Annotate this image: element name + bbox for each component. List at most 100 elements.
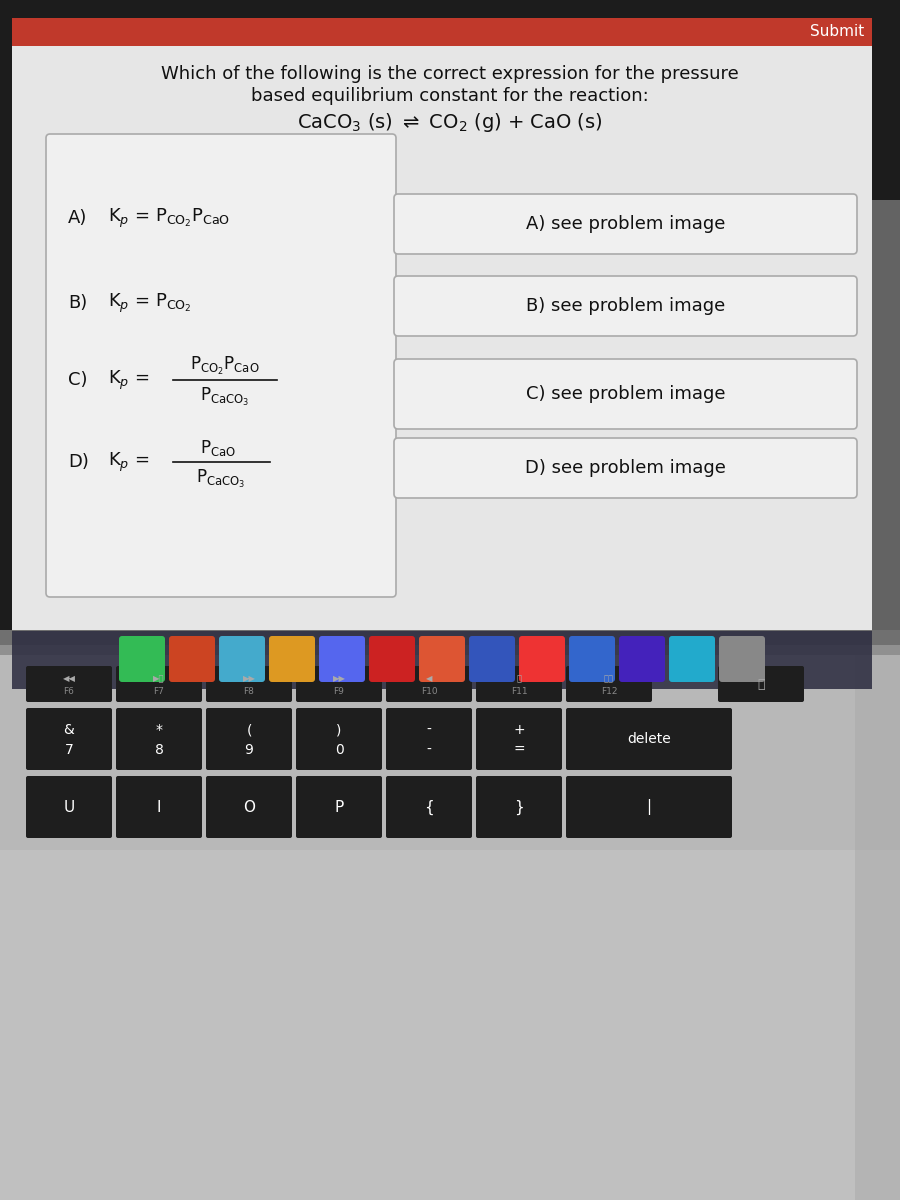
Text: 🔊: 🔊 [517, 674, 521, 684]
Text: 7: 7 [65, 743, 74, 757]
Text: K$_p$ =: K$_p$ = [108, 368, 149, 391]
Bar [12, 46, 872, 634]
FancyBboxPatch shape [116, 708, 202, 770]
Text: based equilibrium constant for the reaction:: based equilibrium constant for the react… [251, 86, 649, 104]
Text: }: } [514, 799, 524, 815]
Text: C): C) [68, 371, 87, 389]
Bar [0, 646, 900, 655]
FancyBboxPatch shape [419, 636, 465, 682]
FancyBboxPatch shape [394, 276, 857, 336]
FancyBboxPatch shape [116, 666, 202, 702]
Text: ▶▶: ▶▶ [332, 674, 346, 684]
FancyBboxPatch shape [669, 636, 715, 682]
FancyBboxPatch shape [369, 636, 415, 682]
Text: -: - [427, 722, 431, 737]
Bar [12, 18, 872, 46]
FancyBboxPatch shape [116, 776, 202, 838]
FancyBboxPatch shape [566, 776, 732, 838]
Text: (: ( [247, 722, 252, 737]
FancyBboxPatch shape [296, 776, 382, 838]
FancyBboxPatch shape [26, 708, 112, 770]
Text: &: & [64, 722, 75, 737]
Text: Which of the following is the correct expression for the pressure: Which of the following is the correct ex… [161, 65, 739, 83]
FancyBboxPatch shape [26, 666, 112, 702]
Text: delete: delete [627, 732, 670, 746]
FancyBboxPatch shape [206, 708, 292, 770]
Text: B) see problem image: B) see problem image [526, 296, 725, 314]
FancyBboxPatch shape [269, 636, 315, 682]
Text: F7: F7 [154, 688, 165, 696]
Text: F8: F8 [244, 688, 255, 696]
Bar [12, 631, 872, 689]
Text: P$_{\mathrm{CO_2}}$P$_{\mathrm{CaO}}$: P$_{\mathrm{CO_2}}$P$_{\mathrm{CaO}}$ [190, 355, 260, 377]
FancyBboxPatch shape [26, 776, 112, 838]
Text: F9: F9 [334, 688, 345, 696]
Bar [855, 200, 900, 1200]
Text: +: + [513, 722, 525, 737]
FancyBboxPatch shape [46, 134, 396, 596]
Text: D): D) [68, 452, 89, 470]
FancyBboxPatch shape [394, 438, 857, 498]
Text: P$_{\mathrm{CaCO_3}}$: P$_{\mathrm{CaCO_3}}$ [201, 386, 249, 408]
FancyBboxPatch shape [718, 666, 804, 702]
Text: ▶▶: ▶▶ [242, 674, 256, 684]
Text: K$_p$ = P$_{\mathrm{CO_2}}$: K$_p$ = P$_{\mathrm{CO_2}}$ [108, 292, 192, 314]
Text: ): ) [337, 722, 342, 737]
Text: F10: F10 [420, 688, 437, 696]
Text: B): B) [68, 294, 87, 312]
Text: ⏻: ⏻ [757, 678, 765, 690]
Text: F6: F6 [64, 688, 75, 696]
FancyBboxPatch shape [476, 776, 562, 838]
FancyBboxPatch shape [319, 636, 365, 682]
Text: P$_{\mathrm{CaCO_3}}$: P$_{\mathrm{CaCO_3}}$ [196, 468, 246, 490]
Text: ◀: ◀ [426, 674, 432, 684]
FancyBboxPatch shape [206, 776, 292, 838]
Text: *: * [156, 722, 163, 737]
FancyBboxPatch shape [296, 708, 382, 770]
Text: -: - [427, 743, 431, 757]
FancyBboxPatch shape [119, 636, 165, 682]
Text: 0: 0 [335, 743, 344, 757]
Text: F11: F11 [510, 688, 527, 696]
Text: D) see problem image: D) see problem image [525, 458, 726, 476]
FancyBboxPatch shape [619, 636, 665, 682]
Text: {: { [424, 799, 434, 815]
FancyBboxPatch shape [169, 636, 215, 682]
Text: ▶⏸: ▶⏸ [153, 674, 165, 684]
Text: P: P [335, 799, 344, 815]
Text: =: = [513, 743, 525, 757]
Text: Submit: Submit [810, 24, 864, 40]
Bar [0, 0, 900, 646]
FancyBboxPatch shape [394, 194, 857, 254]
Text: 9: 9 [245, 743, 254, 757]
FancyBboxPatch shape [296, 666, 382, 702]
Text: A): A) [68, 209, 87, 227]
Text: P$_{\mathrm{CaO}}$: P$_{\mathrm{CaO}}$ [200, 438, 236, 458]
FancyBboxPatch shape [219, 636, 265, 682]
FancyBboxPatch shape [386, 776, 472, 838]
FancyBboxPatch shape [386, 666, 472, 702]
FancyBboxPatch shape [476, 708, 562, 770]
FancyBboxPatch shape [519, 636, 565, 682]
Bar [12, 18, 872, 634]
Bar [0, 630, 900, 1200]
Text: F12: F12 [601, 688, 617, 696]
FancyBboxPatch shape [386, 708, 472, 770]
FancyBboxPatch shape [394, 359, 857, 428]
FancyBboxPatch shape [566, 708, 732, 770]
FancyBboxPatch shape [476, 666, 562, 702]
Text: 8: 8 [155, 743, 164, 757]
Text: K$_p$ =: K$_p$ = [108, 450, 149, 474]
Text: 🔊🔊: 🔊🔊 [604, 674, 614, 684]
FancyBboxPatch shape [569, 636, 615, 682]
Text: U: U [63, 799, 75, 815]
Text: K$_p$ = P$_{\mathrm{CO_2}}$P$_{\mathrm{CaO}}$: K$_p$ = P$_{\mathrm{CO_2}}$P$_{\mathrm{C… [108, 206, 230, 229]
Text: I: I [157, 799, 161, 815]
Text: A) see problem image: A) see problem image [526, 215, 725, 233]
Bar [0, 630, 900, 652]
Text: |: | [646, 799, 652, 815]
FancyBboxPatch shape [719, 636, 765, 682]
Text: ◀◀: ◀◀ [62, 674, 76, 684]
Bar [0, 850, 900, 1200]
Text: CaCO$_3$ (s) $\rightleftharpoons$ CO$_2$ (g) + CaO (s): CaCO$_3$ (s) $\rightleftharpoons$ CO$_2$… [297, 110, 603, 133]
